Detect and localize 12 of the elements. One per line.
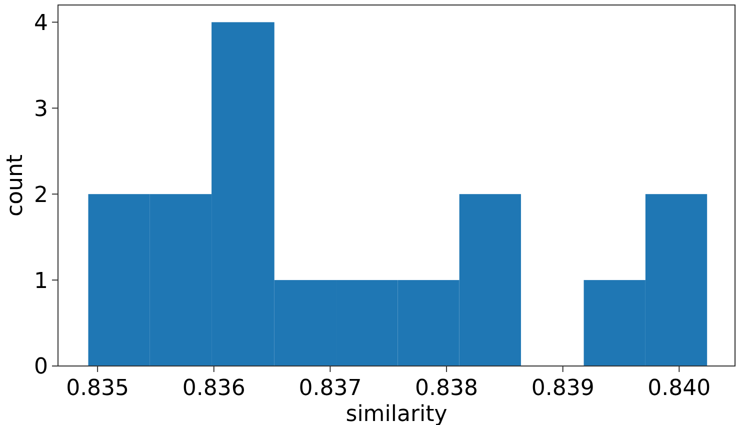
y-tick-label: 1: [34, 268, 48, 294]
y-tick-label: 3: [34, 96, 48, 122]
x-tick-label: 0.836: [182, 376, 246, 401]
x-tick-label: 0.835: [66, 376, 130, 401]
x-tick-label: 0.839: [531, 376, 594, 401]
y-axis-title: count: [3, 154, 28, 217]
y-tick-label: 2: [34, 182, 48, 208]
x-tick-label: 0.837: [298, 376, 362, 401]
x-tick-label: 0.838: [415, 376, 478, 401]
y-tick-label: 0: [34, 354, 48, 380]
x-tick-label: 0.840: [648, 376, 711, 401]
y-tick-label: 4: [34, 10, 48, 36]
